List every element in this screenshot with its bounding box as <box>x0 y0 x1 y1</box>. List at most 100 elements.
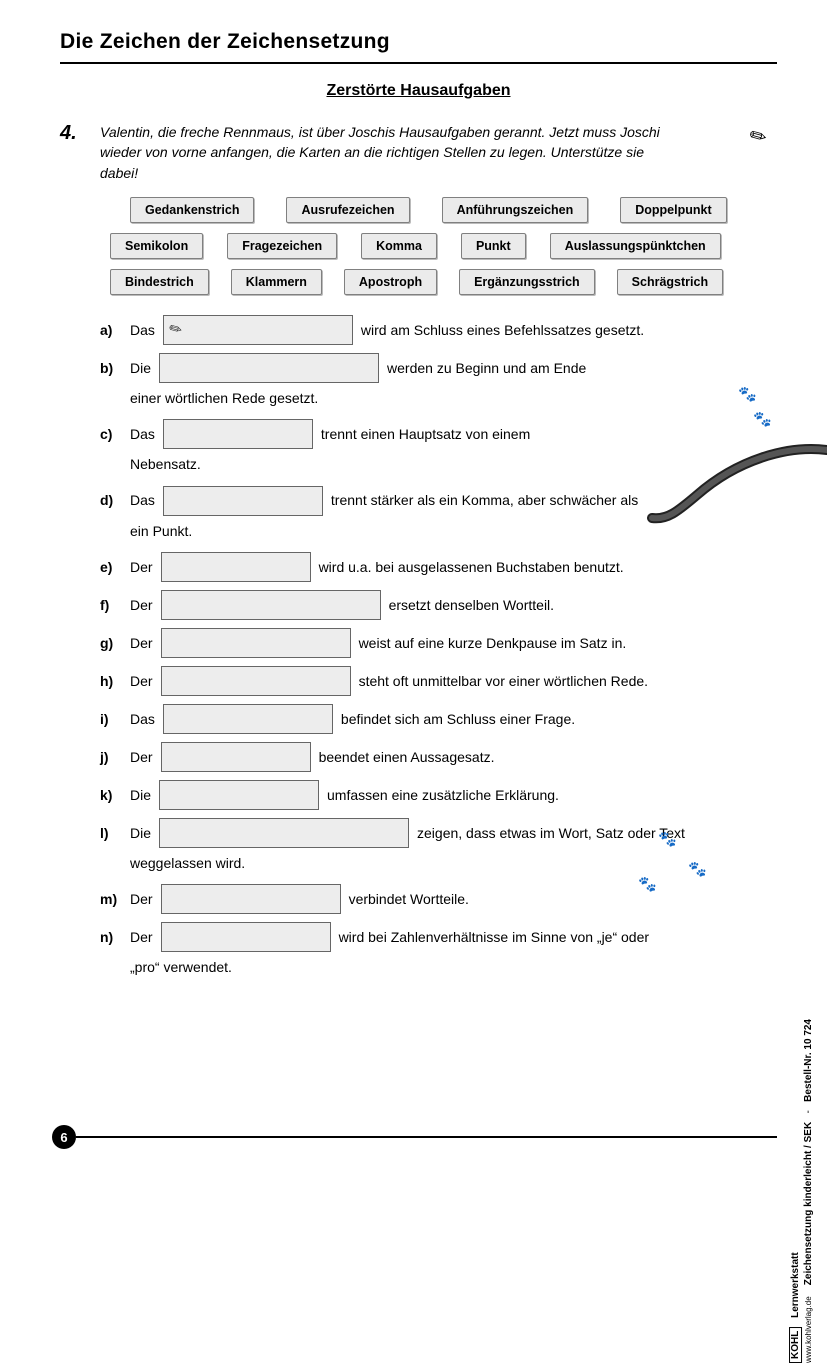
side-publisher: KOHL <box>789 1327 802 1363</box>
word-card[interactable]: Ausrufezeichen <box>286 197 409 223</box>
answer-blank[interactable] <box>161 666 351 696</box>
exercise-post-text: umfassen eine zusätzliche Erklärung. <box>327 782 559 809</box>
word-bank: Gedankenstrich Ausrufezeichen Anführungsze… <box>110 197 767 295</box>
exercise-pre-text: Der <box>130 886 153 913</box>
exercise-pre-text: Die <box>130 355 151 382</box>
side-url: www.kohlverlag.de <box>804 1296 813 1363</box>
page-number: 6 <box>52 1125 76 1149</box>
exercise-post-text: ersetzt denselben Wortteil. <box>389 592 555 619</box>
exercise-continuation: weggelassen wird. <box>130 852 777 874</box>
page-title: Die Zeichen der Zeichensetzung <box>60 30 390 54</box>
word-card[interactable]: Komma <box>361 233 437 259</box>
exercise-pre-text: Der <box>130 630 153 657</box>
answer-blank[interactable] <box>163 704 333 734</box>
exercise-post-text: trennt stärker als ein Komma, aber schwä… <box>331 487 638 514</box>
pencil-icon: ✎ <box>164 314 189 345</box>
exercise-label: n) <box>100 924 122 951</box>
word-card[interactable]: Doppelpunkt <box>620 197 726 223</box>
answer-blank[interactable] <box>163 419 313 449</box>
exercise-line: k) Die umfassen eine zusätzliche Erklärung… <box>100 780 777 810</box>
answer-blank[interactable] <box>161 922 331 952</box>
answer-blank[interactable] <box>161 628 351 658</box>
word-card[interactable]: Apostroph <box>344 269 437 295</box>
exercise-line: c) Das trennt einen Hauptsatz von einem <box>100 419 777 449</box>
exercise-post-text: weist auf eine kurze Denkpause im Satz i… <box>359 630 627 657</box>
exercise-line: n)Derwird bei Zahlenverhältnisse im Sinn… <box>100 922 777 952</box>
exercise-pre-text: Der <box>130 744 153 771</box>
answer-blank[interactable]: ✎ <box>163 315 353 345</box>
answer-blank[interactable] <box>163 486 323 516</box>
exercise-line: h) Der steht oft unmittelbar vor einer wör… <box>100 666 777 696</box>
exercise-post-text: steht oft unmittelbar vor einer wörtlich… <box>359 668 648 695</box>
answer-blank[interactable] <box>161 552 311 582</box>
side-line1: Lernwerkstatt <box>790 1252 801 1318</box>
exercise-pre-text: Das <box>130 706 155 733</box>
side-line2: Zeichensetzung kinderleicht / SEK <box>803 1122 814 1285</box>
word-card[interactable]: Ergänzungsstrich <box>459 269 595 295</box>
exercise-label: a) <box>100 317 122 344</box>
exercise-post-text: zeigen, dass etwas im Wort, Satz oder Te… <box>417 820 685 847</box>
exercise-post-text: wird am Schluss eines Befehlssatzes gese… <box>361 317 644 344</box>
exercise-post-text: verbindet Wortteile. <box>349 886 469 913</box>
instructions-text: Valentin, die freche Rennmaus, ist über … <box>100 122 660 183</box>
exercise-post-text: werden zu Beginn und am Ende <box>387 355 586 382</box>
word-card[interactable]: Fragezeichen <box>227 233 337 259</box>
exercise-continuation: Nebensatz. <box>130 453 777 475</box>
exercise-line: m) Der verbindet Wortteile. <box>100 884 777 914</box>
word-card[interactable]: Semikolon <box>110 233 203 259</box>
exercise-pre-text: Der <box>130 554 153 581</box>
exercise-line: b) Die werden zu Beginn und am Ende <box>100 353 777 383</box>
exercise-post-text: befindet sich am Schluss einer Frage. <box>341 706 575 733</box>
exercise-pre-text: Die <box>130 782 151 809</box>
exercise-line: j) Der beendet einen Aussagesatz. <box>100 742 777 772</box>
exercise-label: k) <box>100 782 122 809</box>
exercise-label: f) <box>100 592 122 619</box>
task-block: 4. Valentin, die freche Rennmaus, ist üb… <box>60 122 777 183</box>
exercise-line: i)Dasbefindet sich am Schluss einer Frag… <box>100 704 777 734</box>
word-card[interactable]: Gedankenstrich <box>130 197 254 223</box>
exercise-pre-text: Das <box>130 421 155 448</box>
exercise-continuation: ein Punkt. <box>130 520 777 542</box>
side-publisher-text: KOHL Lernwerkstatt www.kohlverlag.de Zei… <box>789 1019 815 1363</box>
exercise-line: a)Das✎wird am Schluss eines Befehlssatze… <box>100 315 777 345</box>
exercise-line: f)Derersetzt denselben Wortteil. <box>100 590 777 620</box>
title-divider <box>60 62 777 64</box>
subtitle: Zerstörte Hausaufgaben <box>60 82 777 100</box>
exercise-post-text: beendet einen Aussagesatz. <box>319 744 495 771</box>
exercise-post-text: wird bei Zahlenverhältnisse im Sinne von… <box>339 924 649 951</box>
exercise-label: l) <box>100 820 122 847</box>
exercise-label: h) <box>100 668 122 695</box>
footer-divider <box>76 1136 777 1138</box>
word-card[interactable]: Klammern <box>231 269 322 295</box>
exercise-list: a) Das ✎ wird am Schluss eines Befehlssatze… <box>100 315 777 979</box>
exercise-continuation: einer wörtlichen Rede gesetzt. <box>130 387 777 409</box>
exercise-label: d) <box>100 487 122 514</box>
word-card[interactable]: Bindestrich <box>110 269 209 295</box>
exercise-pre-text: Das <box>130 487 155 514</box>
side-line3: Bestell-Nr. 10 724 <box>803 1019 814 1102</box>
exercise-label: b) <box>100 355 122 382</box>
exercise-label: j) <box>100 744 122 771</box>
answer-blank[interactable] <box>159 353 379 383</box>
answer-blank[interactable] <box>159 818 409 848</box>
word-card[interactable]: Anführungszeichen <box>442 197 589 223</box>
exercise-label: m) <box>100 886 122 913</box>
exercise-line: e) Der wird u.a. bei ausgelassenen Buchsta… <box>100 552 777 582</box>
exercise-pre-text: Der <box>130 668 153 695</box>
exercise-post-text: wird u.a. bei ausgelassenen Buchstaben b… <box>319 554 624 581</box>
exercise-post-text: trennt einen Hauptsatz von einem <box>321 421 530 448</box>
answer-blank[interactable] <box>161 590 381 620</box>
word-card[interactable]: Schrägstrich <box>617 269 723 295</box>
answer-blank[interactable] <box>159 780 319 810</box>
exercise-label: e) <box>100 554 122 581</box>
pencil-icon: ✎ <box>745 121 772 151</box>
task-number: 4. <box>60 122 86 145</box>
exercise-label: c) <box>100 421 122 448</box>
exercise-line: l) Die zeigen, dass etwas im Wort, Satz od… <box>100 818 777 848</box>
exercise-pre-text: Die <box>130 820 151 847</box>
answer-blank[interactable] <box>161 742 311 772</box>
word-card[interactable]: Punkt <box>461 233 526 259</box>
answer-blank[interactable] <box>161 884 341 914</box>
exercise-line: g)Derweist auf eine kurze Denkpause im S… <box>100 628 777 658</box>
word-card[interactable]: Auslassungspünktchen <box>550 233 721 259</box>
